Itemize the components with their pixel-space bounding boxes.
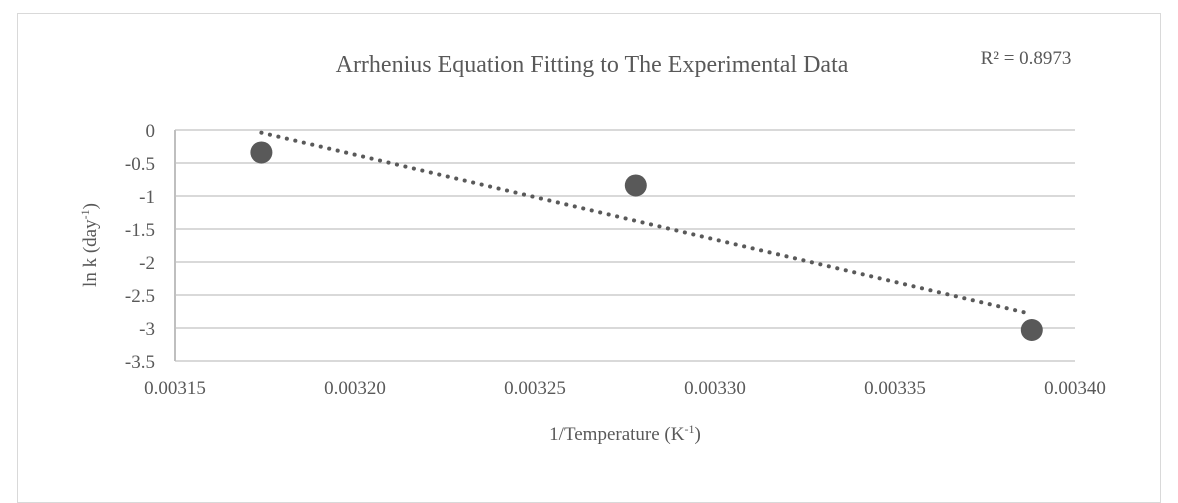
data-point [1020,318,1043,341]
y-tick-label: -1.5 [125,220,155,241]
y-tick-label: -1 [139,187,155,208]
y-axis-label-base: ln k (day [80,219,101,287]
chart-title: Arrhenius Equation Fitting to The Experi… [336,52,849,78]
x-tick-label: 0.00315 [144,378,206,399]
x-axis-label-sup: -1 [684,422,694,436]
chart-area [17,13,1161,503]
y-tick-label: -2 [139,253,155,274]
data-point [250,141,273,164]
x-tick-label: 0.00320 [324,378,386,399]
x-tick-label: 0.00325 [504,378,566,399]
trendline [259,130,1034,317]
y-tick-label: -3 [139,319,155,340]
y-tick-label: -2.5 [125,286,155,307]
y-tick-label: -3.5 [125,352,155,373]
x-axis-label-end: ) [694,424,700,445]
x-tick-label: 0.00340 [1044,378,1106,399]
x-tick-label: 0.00330 [684,378,746,399]
y-tick-label: -0.5 [125,154,155,175]
y-axis-label-sup: -1 [78,209,92,219]
x-axis-label: 1/Temperature (K-1) [549,422,701,445]
y-axis-label-end: ) [80,203,101,209]
y-axis-label: ln k (day-1) [78,203,101,287]
tick-labels: 0 -0.5 -1 -1.5 -2 -2.5 -3 -3.5 0.00315 0.00320 0.0… [125,121,1106,399]
x-tick-label: 0.00335 [864,378,926,399]
data-point [624,174,647,197]
data-points [250,141,1043,341]
trendline-layer [259,130,1034,317]
r-squared-label: R² = 0.8973 [981,48,1072,69]
y-tick-label: 0 [146,121,156,142]
grid-lines [175,129,1075,362]
x-axis-label-base: 1/Temperature (K [549,424,685,445]
